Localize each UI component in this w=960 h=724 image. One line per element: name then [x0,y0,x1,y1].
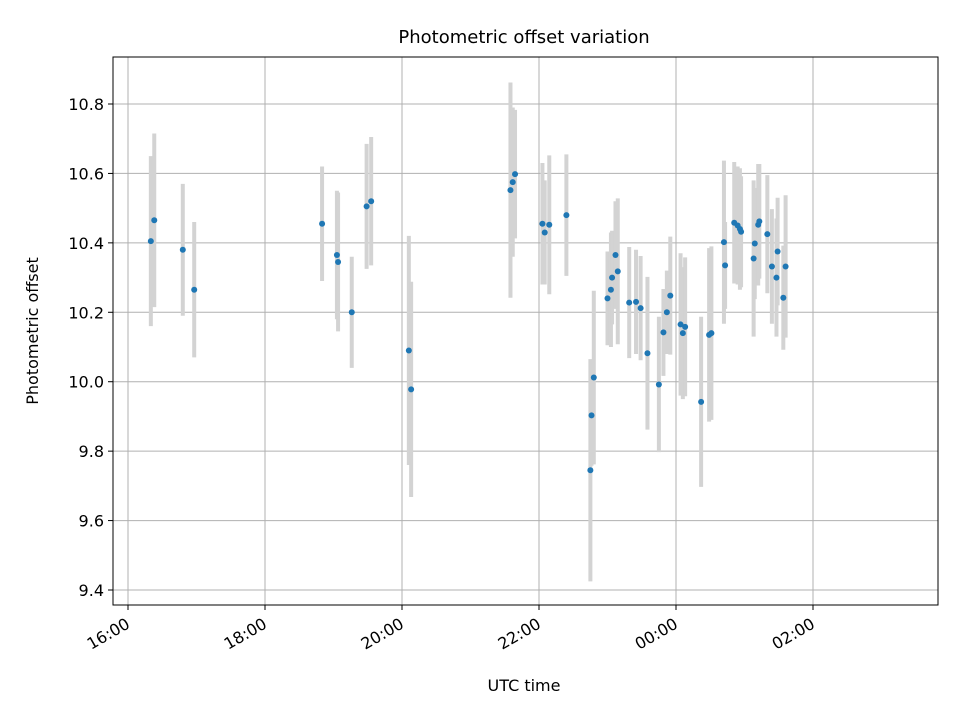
data-point [539,220,546,227]
chart-title: Photometric offset variation [398,27,649,48]
data-point [590,374,597,381]
x-axis-label: UTC time [488,676,561,695]
data-point [541,229,548,236]
data-point [612,252,619,259]
data-point [637,305,644,312]
plot-frame [112,56,939,606]
data-point [774,248,781,255]
y-tick-label: 10.0 [68,373,104,392]
data-point [587,467,594,474]
y-tick-label: 10.4 [68,234,104,253]
data-point [655,381,662,388]
data-point [682,323,689,330]
data-point [151,217,158,224]
data-point [405,347,412,354]
data-point [333,252,340,259]
data-point [679,330,686,337]
y-tick-label: 10.8 [68,95,104,114]
data-point [644,350,651,357]
errorbars [148,82,788,582]
data-point [363,203,370,210]
data-point [756,218,763,225]
data-point [546,221,553,228]
data-point [768,263,775,270]
data-point [335,258,342,265]
x-tick-label: 22:00 [495,614,544,654]
x-tick-label: 16:00 [84,614,133,654]
data-point [507,187,514,194]
y-axis-label: Photometric offset [23,257,42,405]
data-point [147,238,154,245]
data-point [191,286,198,293]
y-tick-label: 9.4 [79,581,104,600]
data-point [509,179,516,186]
data-point [348,309,355,316]
y-tick-label: 10.2 [68,303,104,322]
data-point [720,239,727,246]
data-point [604,295,611,302]
data-point [179,246,186,253]
data-point [319,220,326,227]
data-point [764,231,771,238]
data-point [663,309,670,316]
data-point [609,274,616,281]
data-point [738,228,745,235]
data-point [722,262,729,269]
data-point [773,274,780,281]
data-point [614,268,621,275]
x-tick-label: 02:00 [769,614,818,654]
data-point [698,398,705,405]
data-point [607,286,614,293]
data-point [626,299,633,306]
data-point [667,292,674,299]
y-tick-label: 9.8 [79,442,104,461]
data-point [660,329,667,336]
x-axis-ticks: 16:00 18:00 20:00 22:00 00:00 02:00 [84,605,818,654]
data-point [708,330,715,337]
data-point [750,255,757,262]
x-tick-label: 18:00 [221,614,270,654]
data-points [147,171,789,474]
y-tick-label: 9.6 [79,512,104,531]
data-point [563,212,570,219]
data-point [512,171,519,178]
data-point [782,263,789,270]
y-axis-ticks: 9.4 9.6 9.8 10.0 10.2 10.4 10.6 10.8 [68,95,113,600]
data-point [633,298,640,305]
grid [113,57,938,605]
data-point [677,321,684,328]
data-point [588,412,595,419]
x-tick-label: 20:00 [358,614,407,654]
data-point [408,386,415,393]
y-tick-label: 10.6 [68,164,104,183]
x-tick-label: 00:00 [632,614,681,654]
data-point [751,240,758,247]
data-point [368,198,375,205]
data-point [780,294,787,301]
